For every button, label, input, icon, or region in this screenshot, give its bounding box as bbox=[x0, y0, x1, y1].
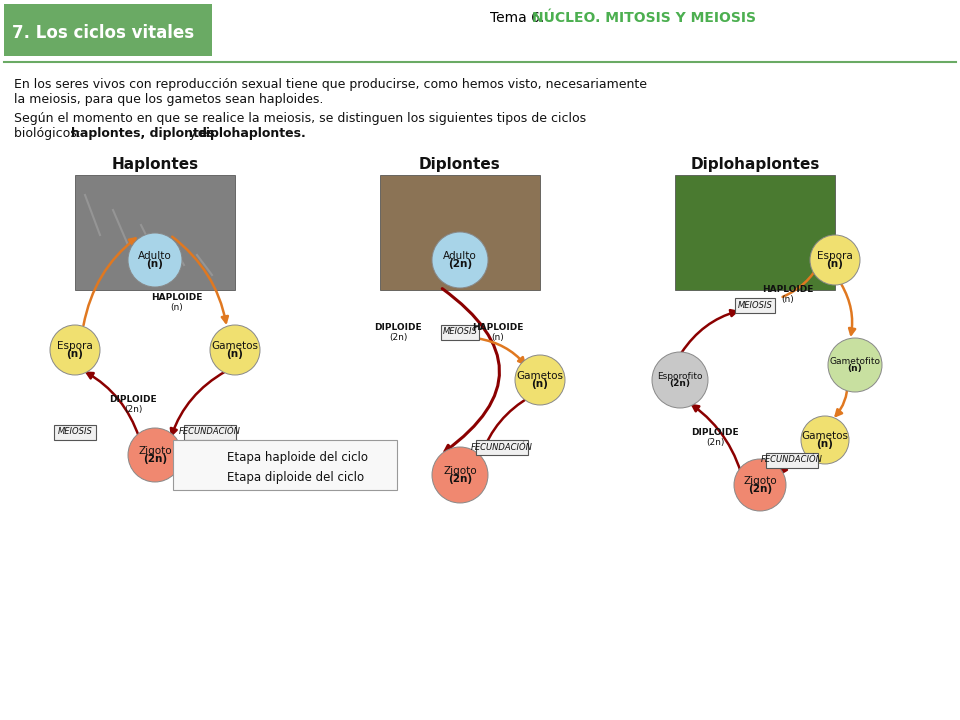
Circle shape bbox=[810, 235, 860, 285]
Text: Zigoto: Zigoto bbox=[138, 446, 172, 456]
Text: Adulto: Adulto bbox=[444, 251, 477, 261]
Text: NÚCLEO. MITOSIS Y MEIOSIS: NÚCLEO. MITOSIS Y MEIOSIS bbox=[532, 11, 756, 25]
Circle shape bbox=[432, 447, 488, 503]
Text: FECUNDACIÓN: FECUNDACIÓN bbox=[761, 456, 823, 464]
Text: biológicos:: biológicos: bbox=[14, 127, 85, 140]
Text: (n): (n) bbox=[171, 303, 183, 312]
Circle shape bbox=[801, 416, 849, 464]
FancyBboxPatch shape bbox=[184, 425, 236, 439]
Text: Etapa haploide del ciclo: Etapa haploide del ciclo bbox=[227, 451, 368, 464]
Text: (2n): (2n) bbox=[448, 474, 472, 484]
Text: (n): (n) bbox=[492, 333, 504, 342]
Text: (2n): (2n) bbox=[124, 405, 142, 414]
FancyBboxPatch shape bbox=[476, 439, 528, 454]
Text: (n): (n) bbox=[848, 364, 862, 373]
FancyBboxPatch shape bbox=[735, 297, 775, 312]
Circle shape bbox=[828, 338, 882, 392]
Text: MEIOSIS: MEIOSIS bbox=[58, 428, 92, 436]
Text: y: y bbox=[185, 127, 201, 140]
Circle shape bbox=[432, 232, 488, 288]
Text: HAPLOIDE: HAPLOIDE bbox=[472, 323, 524, 332]
FancyBboxPatch shape bbox=[766, 452, 818, 467]
Text: la meiosis, para que los gametos sean haploides.: la meiosis, para que los gametos sean ha… bbox=[14, 93, 324, 106]
Text: (2n): (2n) bbox=[389, 333, 407, 342]
Text: Gametofito: Gametofito bbox=[829, 357, 880, 366]
FancyBboxPatch shape bbox=[75, 175, 235, 290]
Text: 7. Los ciclos vitales: 7. Los ciclos vitales bbox=[12, 24, 194, 42]
Text: DIPLOIDE: DIPLOIDE bbox=[691, 428, 739, 437]
Text: (2n): (2n) bbox=[706, 438, 724, 447]
Text: Gametos: Gametos bbox=[802, 431, 849, 441]
Text: Zigoto: Zigoto bbox=[743, 476, 777, 486]
Text: HAPLOIDE: HAPLOIDE bbox=[152, 293, 203, 302]
Text: Esporofito: Esporofito bbox=[658, 372, 703, 381]
Text: Adulto: Adulto bbox=[138, 251, 172, 261]
Text: (n): (n) bbox=[532, 379, 548, 389]
Text: (2n): (2n) bbox=[748, 484, 772, 494]
Text: Espora: Espora bbox=[817, 251, 852, 261]
FancyBboxPatch shape bbox=[4, 4, 212, 56]
Text: (n): (n) bbox=[66, 349, 84, 359]
Text: MEIOSIS: MEIOSIS bbox=[737, 300, 773, 310]
Text: FECUNDACIÓN: FECUNDACIÓN bbox=[180, 428, 241, 436]
Text: (2n): (2n) bbox=[143, 454, 167, 464]
Circle shape bbox=[50, 325, 100, 375]
Text: (n): (n) bbox=[827, 259, 844, 269]
Text: DIPLOIDE: DIPLOIDE bbox=[109, 395, 156, 404]
Circle shape bbox=[515, 355, 565, 405]
Circle shape bbox=[128, 428, 182, 482]
Text: haplontes, diplontes: haplontes, diplontes bbox=[71, 127, 215, 140]
Text: DIPLOIDE: DIPLOIDE bbox=[374, 323, 421, 332]
FancyBboxPatch shape bbox=[54, 425, 96, 439]
Text: FECUNDACIÓN: FECUNDACIÓN bbox=[471, 443, 533, 451]
Text: Tema 6.: Tema 6. bbox=[490, 11, 549, 25]
Circle shape bbox=[652, 352, 708, 408]
Text: (n): (n) bbox=[147, 259, 163, 269]
Circle shape bbox=[210, 325, 260, 375]
FancyBboxPatch shape bbox=[675, 175, 835, 290]
FancyBboxPatch shape bbox=[380, 175, 540, 290]
Text: diplohaplontes.: diplohaplontes. bbox=[197, 127, 305, 140]
Text: Haplontes: Haplontes bbox=[111, 157, 199, 172]
Text: MEIOSIS: MEIOSIS bbox=[443, 328, 477, 336]
Text: (2n): (2n) bbox=[669, 379, 690, 388]
Text: Gametos: Gametos bbox=[516, 371, 564, 381]
Text: Diplohaplontes: Diplohaplontes bbox=[690, 157, 820, 172]
Text: (2n): (2n) bbox=[448, 259, 472, 269]
Text: (n): (n) bbox=[781, 295, 794, 304]
Text: Gametos: Gametos bbox=[211, 341, 258, 351]
Text: En los seres vivos con reproducción sexual tiene que producirse, como hemos vist: En los seres vivos con reproducción sexu… bbox=[14, 78, 647, 91]
Text: HAPLOIDE: HAPLOIDE bbox=[762, 285, 814, 294]
Text: Zigoto: Zigoto bbox=[444, 466, 477, 476]
Text: Etapa diploide del ciclo: Etapa diploide del ciclo bbox=[227, 472, 364, 485]
Text: (n): (n) bbox=[227, 349, 244, 359]
Text: (n): (n) bbox=[817, 439, 833, 449]
Circle shape bbox=[734, 459, 786, 511]
FancyBboxPatch shape bbox=[441, 325, 479, 340]
Text: Diplontes: Diplontes bbox=[420, 157, 501, 172]
Circle shape bbox=[128, 233, 182, 287]
FancyBboxPatch shape bbox=[173, 440, 397, 490]
Text: Espora: Espora bbox=[58, 341, 93, 351]
Text: Según el momento en que se realice la meiosis, se distinguen los siguientes tipo: Según el momento en que se realice la me… bbox=[14, 112, 587, 125]
